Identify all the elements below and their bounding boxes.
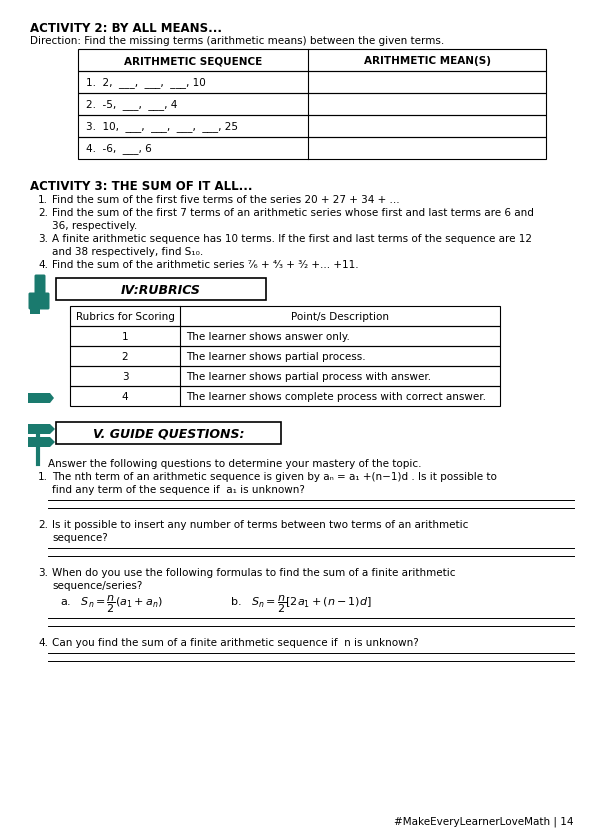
Text: The learner shows partial process.: The learner shows partial process. bbox=[186, 352, 365, 362]
Bar bbox=[78, 137, 546, 160]
Text: 2.: 2. bbox=[38, 519, 48, 529]
Text: 1: 1 bbox=[121, 331, 128, 342]
Text: #MakeEveryLearnerLoveMath | 14: #MakeEveryLearnerLoveMath | 14 bbox=[394, 816, 574, 826]
Text: 2.  -5,  ___,  ___, 4: 2. -5, ___, ___, 4 bbox=[86, 99, 178, 110]
Text: a.   $S_n = \dfrac{n}{2}(a_1 + a_n)$: a. $S_n = \dfrac{n}{2}(a_1 + a_n)$ bbox=[60, 594, 163, 614]
Text: 1.: 1. bbox=[38, 471, 48, 481]
Bar bbox=[70, 387, 500, 407]
Text: 3.  10,  ___,  ___,  ___,  ___, 25: 3. 10, ___, ___, ___, ___, 25 bbox=[86, 122, 238, 132]
FancyBboxPatch shape bbox=[34, 275, 45, 296]
Text: Can you find the sum of a finite arithmetic sequence if  n is unknown?: Can you find the sum of a finite arithme… bbox=[52, 638, 419, 647]
Text: Point/s Description: Point/s Description bbox=[291, 311, 389, 321]
Bar bbox=[70, 326, 500, 347]
Text: ARITHMETIC SEQUENCE: ARITHMETIC SEQUENCE bbox=[124, 56, 262, 66]
Text: ARITHMETIC MEAN(S): ARITHMETIC MEAN(S) bbox=[364, 56, 490, 66]
Bar bbox=[78, 94, 546, 116]
Polygon shape bbox=[28, 393, 54, 403]
Bar bbox=[70, 367, 500, 387]
Text: Is it possible to insert any number of terms between two terms of an arithmetic: Is it possible to insert any number of t… bbox=[52, 519, 468, 529]
Text: ACTIVITY 2: BY ALL MEANS...: ACTIVITY 2: BY ALL MEANS... bbox=[30, 22, 222, 35]
FancyBboxPatch shape bbox=[28, 437, 50, 447]
Text: and 38 respectively, find S₁₀.: and 38 respectively, find S₁₀. bbox=[52, 247, 204, 257]
Text: 4.: 4. bbox=[38, 638, 48, 647]
Text: 4: 4 bbox=[121, 392, 128, 402]
Text: 3.: 3. bbox=[38, 233, 48, 243]
Text: V. GUIDE QUESTIONS:: V. GUIDE QUESTIONS: bbox=[93, 427, 244, 440]
Bar bbox=[70, 347, 500, 367]
Text: Find the sum of the arithmetic series ⁷⁄₆ + ⁴⁄₃ + ³⁄₂ +... +11.: Find the sum of the arithmetic series ⁷⁄… bbox=[52, 260, 359, 270]
Text: Find the sum of the first five terms of the series 20 + 27 + 34 + ...: Find the sum of the first five terms of … bbox=[52, 195, 400, 205]
Text: A finite arithmetic sequence has 10 terms. If the first and last terms of the se: A finite arithmetic sequence has 10 term… bbox=[52, 233, 532, 243]
Bar bbox=[78, 50, 546, 72]
Text: sequence?: sequence? bbox=[52, 532, 108, 542]
Text: ACTIVITY 3: THE SUM OF IT ALL...: ACTIVITY 3: THE SUM OF IT ALL... bbox=[30, 180, 252, 193]
Text: 2.: 2. bbox=[38, 208, 48, 218]
Polygon shape bbox=[50, 425, 55, 435]
Text: Find the sum of the first 7 terms of an arithmetic series whose first and last t: Find the sum of the first 7 terms of an … bbox=[52, 208, 534, 218]
Bar bbox=[56, 422, 281, 445]
Text: Direction: Find the missing terms (arithmetic means) between the given terms.: Direction: Find the missing terms (arith… bbox=[30, 36, 445, 46]
Text: 4.: 4. bbox=[38, 260, 48, 270]
Polygon shape bbox=[50, 437, 55, 447]
FancyBboxPatch shape bbox=[28, 293, 50, 310]
Bar bbox=[78, 72, 546, 94]
Text: The nth term of an arithmetic sequence is given by aₙ = a₁ +(n−1)d . Is it possi: The nth term of an arithmetic sequence i… bbox=[52, 471, 497, 481]
Text: 1.: 1. bbox=[38, 195, 48, 205]
Text: sequence/series?: sequence/series? bbox=[52, 580, 143, 590]
Text: 2: 2 bbox=[121, 352, 128, 362]
Text: IV:RUBRICS: IV:RUBRICS bbox=[121, 283, 201, 296]
Text: b.   $S_n = \dfrac{n}{2}\left[2a_1 + (n-1)d\right]$: b. $S_n = \dfrac{n}{2}\left[2a_1 + (n-1)… bbox=[230, 594, 371, 614]
Bar bbox=[30, 309, 40, 315]
Text: The learner shows partial process with answer.: The learner shows partial process with a… bbox=[186, 372, 431, 382]
Text: 3: 3 bbox=[121, 372, 128, 382]
Text: Answer the following questions to determine your mastery of the topic.: Answer the following questions to determ… bbox=[48, 459, 422, 469]
Text: 4.  -6,  ___, 6: 4. -6, ___, 6 bbox=[86, 143, 152, 154]
FancyBboxPatch shape bbox=[28, 425, 50, 435]
Text: 36, respectively.: 36, respectively. bbox=[52, 221, 137, 231]
Text: find any term of the sequence if  a₁ is unknown?: find any term of the sequence if a₁ is u… bbox=[52, 484, 305, 494]
Bar bbox=[78, 116, 546, 137]
Text: 1.  2,  ___,  ___,  ___, 10: 1. 2, ___, ___, ___, 10 bbox=[86, 78, 206, 89]
Text: The learner shows answer only.: The learner shows answer only. bbox=[186, 331, 350, 342]
Text: Rubrics for Scoring: Rubrics for Scoring bbox=[76, 311, 175, 321]
Text: The learner shows complete process with correct answer.: The learner shows complete process with … bbox=[186, 392, 486, 402]
Text: When do you use the following formulas to find the sum of a finite arithmetic: When do you use the following formulas t… bbox=[52, 567, 455, 577]
Bar bbox=[70, 306, 500, 326]
Text: 3.: 3. bbox=[38, 567, 48, 577]
Bar bbox=[56, 279, 266, 301]
